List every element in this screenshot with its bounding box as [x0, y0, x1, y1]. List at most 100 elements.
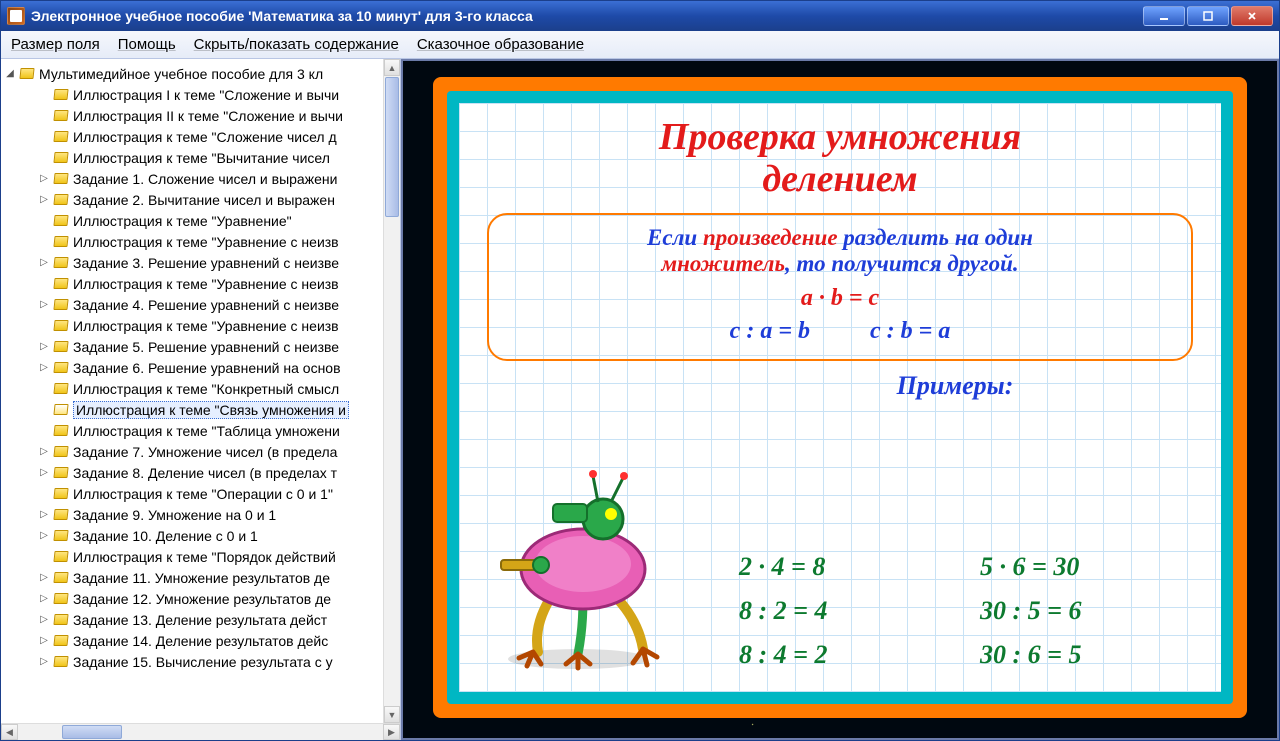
book-icon	[53, 612, 69, 628]
tree-item-label: Задание 6. Решение уравнений на основ	[73, 360, 341, 376]
tree-item-label: Задание 5. Решение уравнений с неизве	[73, 339, 339, 355]
tree-item-label: Задание 7. Умножение чисел (в предела	[73, 444, 337, 460]
book-icon	[53, 192, 69, 208]
tree-item-label: Иллюстрация к теме "Сложение чисел д	[73, 129, 337, 145]
expander-icon[interactable]: ▷	[37, 509, 51, 520]
tree-item[interactable]: ▷ Задание 12. Умножение результатов де	[1, 588, 400, 609]
formula-right: c : b = a	[870, 318, 950, 345]
tree-item[interactable]: ▷ Задание 14. Деление результатов дейс	[1, 630, 400, 651]
tree-root[interactable]: ◢ Мультимедийное учебное пособие для 3 кл	[1, 63, 400, 84]
tree-item[interactable]: Иллюстрация I к теме "Сложение и вычи	[1, 84, 400, 105]
expander-icon[interactable]: ▷	[37, 173, 51, 184]
expander-icon[interactable]: ▷	[37, 593, 51, 604]
tree-item[interactable]: Иллюстрация к теме "Сложение чисел д	[1, 126, 400, 147]
tree-item[interactable]: Иллюстрация II к теме "Сложение и вычи	[1, 105, 400, 126]
menu-help[interactable]: Помощь	[118, 36, 176, 53]
minimize-button[interactable]	[1143, 6, 1185, 26]
tree-item[interactable]: Иллюстрация к теме "Связь умножения и	[1, 399, 400, 420]
expander-icon[interactable]: ▷	[37, 530, 51, 541]
tree-item[interactable]: Иллюстрация к теме "Конкретный смысл	[1, 378, 400, 399]
tree-item[interactable]: ▷ Задание 13. Деление результата дейст	[1, 609, 400, 630]
expander-icon[interactable]: ▷	[37, 614, 51, 625]
menu-fieldsize[interactable]: Размер поля	[11, 36, 100, 53]
rule-line2-rest: , то получится другой.	[785, 251, 1019, 276]
book-icon	[19, 66, 35, 82]
example-item: 8 : 2 = 4	[739, 596, 950, 626]
maximize-button[interactable]	[1187, 6, 1229, 26]
slide-outer-frame: Проверка умножения делением Если произве…	[433, 77, 1247, 718]
tree-item[interactable]: ▷Задание 9. Умножение на 0 и 1	[1, 504, 400, 525]
expander-icon[interactable]: ▷	[37, 194, 51, 205]
vertical-scrollbar[interactable]: ▲ ▼	[383, 59, 400, 723]
tree-item[interactable]: ▷ Задание 6. Решение уравнений на основ	[1, 357, 400, 378]
titlebar[interactable]: Электронное учебное пособие 'Математика …	[1, 1, 1279, 31]
tree-item-label: Иллюстрация I к теме "Сложение и вычи	[73, 87, 339, 103]
tree-item[interactable]: Иллюстрация к теме "Вычитание чисел	[1, 147, 400, 168]
horizontal-scrollbar[interactable]: ◀ ▶	[1, 723, 400, 740]
tree-item-label: Иллюстрация к теме "Конкретный смысл	[73, 381, 339, 397]
expander-icon[interactable]: ▷	[37, 656, 51, 667]
book-icon	[53, 486, 69, 502]
tree-item[interactable]: Иллюстрация к теме "Уравнение"	[1, 210, 400, 231]
tree-item[interactable]: Иллюстрация к теме "Порядок действий	[1, 546, 400, 567]
scroll-down-button[interactable]: ▼	[384, 706, 400, 723]
slide-inner: Проверка умножения делением Если произве…	[459, 103, 1221, 692]
tree-item-label: Задание 12. Умножение результатов де	[73, 591, 331, 607]
tree-item[interactable]: ▷Задание 10. Деление с 0 и 1	[1, 525, 400, 546]
tree-item[interactable]: ▷ Задание 15. Вычисление результата с у	[1, 651, 400, 672]
tree-item-label: Иллюстрация к теме "Порядок действий	[73, 549, 336, 565]
menu-fairy-education[interactable]: Сказочное образование	[417, 36, 584, 53]
tree-item[interactable]: ▷Задание 8. Деление чисел (в пределах т	[1, 462, 400, 483]
tree-item[interactable]: ▷Задание 11. Умножение результатов де	[1, 567, 400, 588]
expander-icon[interactable]: ▷	[37, 341, 51, 352]
book-icon	[53, 633, 69, 649]
expander-icon[interactable]: ▷	[37, 572, 51, 583]
tree-item-label: Задание 15. Вычисление результата с у	[73, 654, 333, 670]
tree[interactable]: ◢ Мультимедийное учебное пособие для 3 кл…	[1, 59, 400, 672]
book-icon	[53, 318, 69, 334]
menu-toggle-contents[interactable]: Скрыть/показать содержание	[194, 36, 399, 53]
tree-item-label: Иллюстрация к теме "Уравнение"	[73, 213, 292, 229]
tree-item-label: Задание 13. Деление результата дейст	[73, 612, 327, 628]
scroll-thumb-h[interactable]	[62, 725, 122, 739]
tree-item[interactable]: Иллюстрация к теме "Таблица умножени	[1, 420, 400, 441]
scroll-track-h[interactable]	[18, 724, 383, 740]
expander-icon[interactable]: ▷	[37, 446, 51, 457]
scroll-right-button[interactable]: ▶	[383, 724, 400, 740]
scroll-left-button[interactable]: ◀	[1, 724, 18, 740]
tree-item[interactable]: ▷ Задание 2. Вычитание чисел и выражен	[1, 189, 400, 210]
expander-icon[interactable]: ▷	[37, 635, 51, 646]
formula-left: c : a = b	[730, 318, 810, 345]
expander-icon[interactable]: ◢	[3, 68, 17, 79]
tree-item-label: Задание 2. Вычитание чисел и выражен	[73, 192, 335, 208]
book-icon	[53, 444, 69, 460]
expander-icon[interactable]: ▷	[37, 257, 51, 268]
example-item: 8 : 4 = 2	[739, 640, 950, 670]
tree-item[interactable]: Иллюстрация к теме "Уравнение с неизв	[1, 273, 400, 294]
scroll-up-button[interactable]: ▲	[384, 59, 400, 76]
expander-icon[interactable]: ▷	[37, 299, 51, 310]
tree-item[interactable]: Иллюстрация к теме "Операции с 0 и 1"	[1, 483, 400, 504]
slide-mid-frame: Проверка умножения делением Если произве…	[447, 91, 1233, 704]
tree-item-label: Иллюстрация к теме "Связь умножения и	[73, 401, 349, 419]
formula-main: a · b = c	[507, 285, 1173, 312]
close-button[interactable]	[1231, 6, 1273, 26]
tree-item[interactable]: ▷Задание 1. Сложение чисел и выражени	[1, 168, 400, 189]
scroll-thumb-v[interactable]	[385, 77, 399, 217]
tree-item[interactable]: Иллюстрация к теме "Уравнение с неизв	[1, 315, 400, 336]
tree-item[interactable]: ▷ Задание 7. Умножение чисел (в предела	[1, 441, 400, 462]
book-icon	[53, 654, 69, 670]
tree-item[interactable]: Иллюстрация к теме "Уравнение с неизв	[1, 231, 400, 252]
book-icon	[53, 87, 69, 103]
example-item: 30 : 6 = 5	[980, 640, 1191, 670]
expander-icon[interactable]: ▷	[37, 362, 51, 373]
tree-item[interactable]: ▷Задание 4. Решение уравнений с неизве	[1, 294, 400, 315]
tree-item-label: Задание 14. Деление результатов дейс	[73, 633, 328, 649]
tree-item[interactable]: ▷Задание 3. Решение уравнений с неизве	[1, 252, 400, 273]
tree-item-label: Иллюстрация к теме "Уравнение с неизв	[73, 234, 339, 250]
expander-icon[interactable]: ▷	[37, 467, 51, 478]
book-icon	[53, 570, 69, 586]
tree-root-label: Мультимедийное учебное пособие для 3 кл	[39, 66, 323, 82]
example-item: 5 · 6 = 30	[980, 552, 1191, 582]
tree-item[interactable]: ▷ Задание 5. Решение уравнений с неизве	[1, 336, 400, 357]
